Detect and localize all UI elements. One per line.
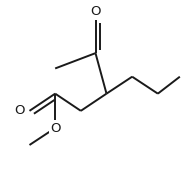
Text: O: O [90, 5, 101, 18]
Text: O: O [15, 104, 25, 117]
Text: O: O [50, 122, 60, 135]
